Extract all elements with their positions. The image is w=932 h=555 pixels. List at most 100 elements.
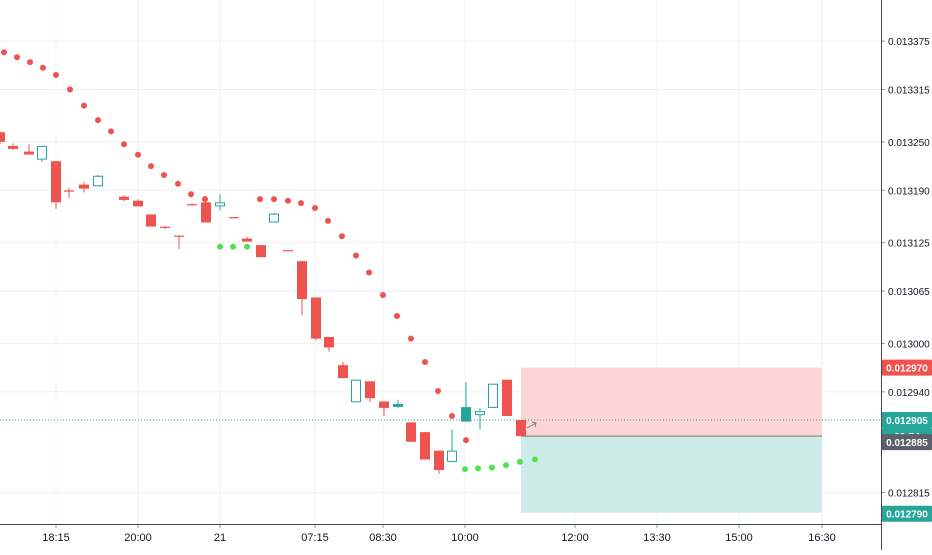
- candle-body: [215, 202, 225, 207]
- candle-body: [365, 381, 375, 399]
- sar-dot-red: [1, 49, 7, 56]
- sar-dot-red: [95, 117, 101, 124]
- candle-body: [488, 383, 498, 408]
- last-bar-arrow-icon: [526, 421, 537, 429]
- x-tick-label: 18:15: [42, 532, 70, 544]
- sar-dot-red: [312, 204, 318, 211]
- candle-body: [37, 145, 47, 160]
- stop-level-label: 0.012970: [886, 364, 928, 375]
- x-tick-label: 21: [214, 532, 226, 544]
- sar-dot-green: [244, 243, 250, 250]
- y-tick-label: 0.013315: [888, 85, 930, 96]
- current-price-label-bg: [882, 412, 932, 429]
- candle-body: [420, 432, 430, 460]
- candle-body: [8, 145, 18, 149]
- sar-dot-red: [161, 171, 167, 178]
- x-tick-label: 20:00: [124, 532, 152, 544]
- y-tick-label: 0.012815: [888, 489, 930, 500]
- candle-body: [256, 245, 266, 258]
- candle-body: [79, 184, 89, 189]
- y-tick-label: 0.013250: [888, 138, 930, 149]
- x-tick-label: 12:00: [561, 532, 589, 544]
- entry-level-label-bg: [882, 434, 932, 451]
- x-tick-label: 13:30: [643, 532, 671, 544]
- candle-body: [0, 132, 5, 142]
- candle-body: [406, 422, 416, 442]
- sar-dot-green: [532, 456, 538, 463]
- sar-dot-red: [148, 163, 154, 170]
- candle-body: [269, 213, 279, 223]
- sar-dot-red: [285, 197, 291, 204]
- sar-dot-red: [435, 387, 441, 394]
- stop-loss-zone[interactable]: [521, 367, 822, 437]
- sar-dot-green: [503, 462, 509, 469]
- candle-body: [133, 200, 143, 207]
- sar-dot-red: [135, 151, 141, 158]
- sar-dot-green: [462, 466, 468, 473]
- sar-dot-red: [27, 59, 33, 66]
- sar-dot-red: [81, 102, 87, 109]
- candle-body: [461, 407, 471, 422]
- sar-dot-red: [257, 196, 263, 203]
- x-tick-label: 15:00: [725, 532, 753, 544]
- y-tick-label: 0.013375: [888, 37, 930, 48]
- candle-body: [434, 450, 444, 470]
- candle-body: [502, 379, 512, 416]
- candle-body: [475, 411, 485, 416]
- sar-dot-red: [298, 200, 304, 207]
- position-tool[interactable]: [521, 367, 822, 513]
- x-tick-label: 08:30: [369, 532, 397, 544]
- sar-dot-green: [230, 243, 236, 250]
- candles: [0, 131, 537, 475]
- sar-dot-red: [380, 292, 386, 299]
- candle-body: [516, 420, 526, 437]
- candle-body: [447, 450, 457, 462]
- sar-dot-red: [67, 86, 73, 93]
- sar-dot-red: [14, 54, 20, 61]
- sar-dot-red: [325, 217, 331, 224]
- sar-dot-green: [217, 243, 223, 250]
- sar-dot-red: [175, 180, 181, 187]
- candle-body: [146, 214, 156, 227]
- y-tick-label: 0.013000: [888, 339, 930, 350]
- sar-dot-green: [475, 465, 481, 472]
- candle-body: [338, 365, 348, 379]
- grid-lines: [0, 0, 881, 524]
- y-tick-label: 0.013065: [888, 287, 930, 298]
- sar-dot-red: [463, 437, 469, 444]
- x-tick-label: 16:30: [808, 532, 836, 544]
- candle-body: [379, 401, 389, 408]
- sar-dot-red: [202, 196, 208, 203]
- candle-body: [93, 175, 103, 187]
- candle-body: [24, 151, 34, 155]
- candle-body: [311, 297, 321, 339]
- sar-dot-red: [121, 141, 127, 148]
- candle-body: [119, 196, 129, 200]
- take-profit-zone[interactable]: [521, 436, 822, 513]
- sar-dot-red: [40, 64, 46, 71]
- sar-dot-red: [53, 71, 59, 78]
- y-tick-label: 0.013190: [888, 186, 930, 197]
- target-level-label: 0.012790: [886, 510, 928, 521]
- candle-body: [297, 261, 307, 300]
- entry-level-label: 0.012885: [886, 438, 928, 449]
- parabolic-sar: [1, 49, 538, 473]
- sar-dot-red: [366, 269, 372, 276]
- candle-body: [201, 202, 211, 223]
- x-tick-label: 07:15: [301, 532, 329, 544]
- y-tick-label: 0.013125: [888, 239, 930, 250]
- y-tick-label: 0.012940: [888, 388, 930, 399]
- candle-body: [242, 238, 252, 242]
- x-tick-label: 10:00: [451, 532, 479, 544]
- sar-dot-red: [394, 313, 400, 320]
- candle-body: [351, 379, 361, 403]
- sar-dot-red: [339, 233, 345, 240]
- sar-dot-red: [271, 196, 277, 203]
- target-level-label-bg: [882, 505, 932, 522]
- sar-dot-green: [517, 458, 523, 465]
- stop-level-label-bg: [882, 359, 932, 376]
